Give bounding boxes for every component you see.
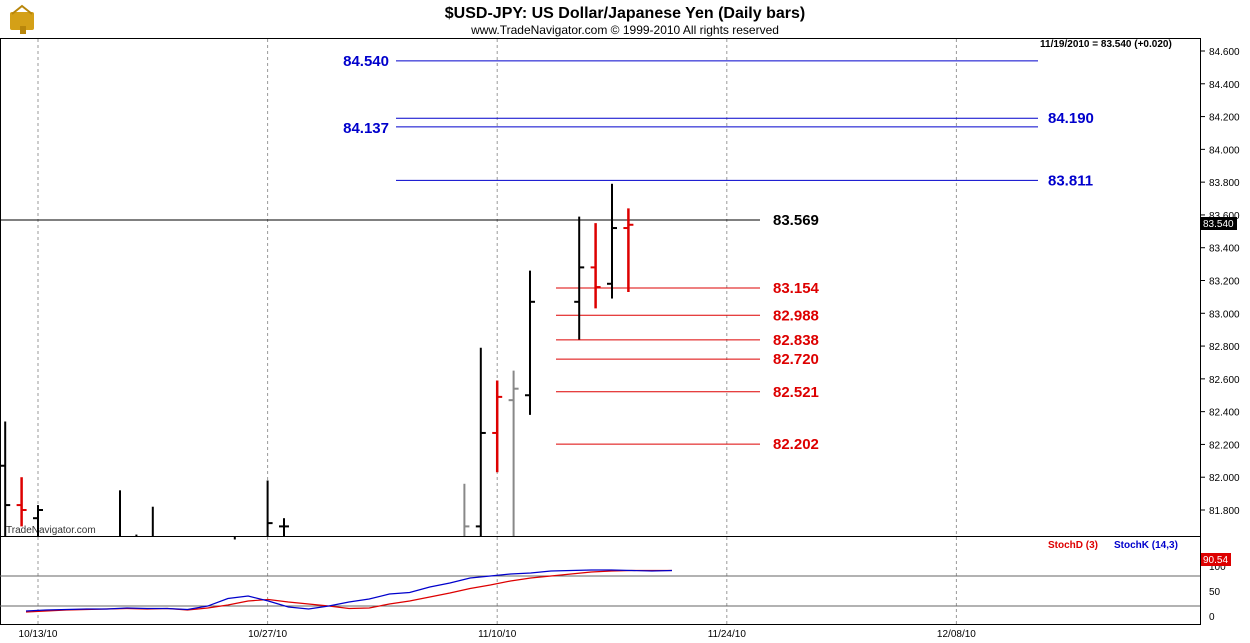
stoch-panel-frame xyxy=(0,536,1201,625)
level-label: 84.190 xyxy=(1048,110,1094,127)
ohlc-bar xyxy=(623,208,634,292)
level-label: 82.521 xyxy=(773,384,819,401)
x-tick-label: 10/13/10 xyxy=(19,629,58,640)
ohlc-bar xyxy=(463,483,470,536)
ohlc-bar xyxy=(508,370,519,536)
level-label: 82.720 xyxy=(773,351,819,368)
x-tick-label: 11/10/10 xyxy=(478,629,517,640)
level-label: 82.988 xyxy=(773,307,819,324)
chart-subtitle: www.TradeNavigator.com © 1999-2010 All r… xyxy=(470,23,779,37)
level-label: 82.838 xyxy=(773,332,819,349)
stoch-current-tag: 90.54 xyxy=(1201,553,1231,566)
y-tick-label: 83.400 xyxy=(1209,244,1240,255)
y-tick-label: 82.400 xyxy=(1209,408,1240,419)
watermark: TradeNavigator.com xyxy=(6,525,96,536)
y-tick-label: 84.400 xyxy=(1209,80,1240,91)
ohlc-bar xyxy=(16,477,27,527)
price-y-axis: 84.600 84.400 84.200 84.000 83.800 83.600 83.4… xyxy=(1200,47,1240,517)
x-tick-label: 12/08/10 xyxy=(937,629,976,640)
levels-layer: 84.540 84.190 84.137 83.811 83.569 83.154 82.9… xyxy=(0,53,1094,453)
level-label: 83.569 xyxy=(773,212,819,229)
stoch-current-value: 90.54 xyxy=(1203,555,1228,566)
ohlc-bar xyxy=(475,347,486,536)
y-tick-label: 84.200 xyxy=(1209,113,1240,124)
stochastic-panel: 100 50 0 xyxy=(0,562,1226,623)
x-tick-label: 10/27/10 xyxy=(248,629,287,640)
y-tick-label: 81.800 xyxy=(1209,506,1240,517)
ohlc-bar xyxy=(525,270,535,415)
y-tick-label: 84.600 xyxy=(1209,47,1240,58)
ohlc-bar xyxy=(492,380,503,473)
level-label: 84.540 xyxy=(343,53,389,70)
level-label: 83.154 xyxy=(773,280,820,297)
level-label: 83.811 xyxy=(1048,172,1093,189)
current-price-value: 83.540 xyxy=(1203,219,1234,230)
status-readout: 11/19/2010 = 83.540 (+0.020) xyxy=(1040,39,1172,50)
ohlc-bar xyxy=(590,223,601,309)
y-tick-label: 83.200 xyxy=(1209,277,1240,288)
y-tick-label: 82.000 xyxy=(1209,473,1240,484)
y-tick-label: 83.600 xyxy=(1209,211,1240,222)
legend-stoch-k: StochK (14,3) xyxy=(1114,540,1178,551)
y-tick-label: 83.000 xyxy=(1209,309,1240,320)
legend-stoch-d: StochD (3) xyxy=(1048,540,1098,551)
stoch-series-line xyxy=(25,569,673,612)
ohlc-bar xyxy=(574,216,585,340)
ohlc-bar xyxy=(0,421,11,536)
level-label: 82.202 xyxy=(773,436,819,453)
ohlc-bar xyxy=(279,518,289,536)
y-tick-label: 83.800 xyxy=(1209,178,1240,189)
date-x-axis: 10/13/10 10/27/10 11/10/10 11/24/10 12/08/10 xyxy=(19,629,977,640)
chart-title: $USD-JPY: US Dollar/Japanese Yen (Daily … xyxy=(445,5,805,22)
ohlc-bar xyxy=(33,505,43,536)
ohlc-bar xyxy=(266,480,273,536)
ohlc-bar xyxy=(607,183,617,299)
y-tick-label: 82.600 xyxy=(1209,375,1240,386)
stoch-y-tick-label: 50 xyxy=(1209,587,1221,598)
y-tick-label: 84.000 xyxy=(1209,145,1240,156)
y-tick-label: 82.200 xyxy=(1209,440,1240,451)
ohlc-bars xyxy=(0,183,634,540)
y-tick-label: 82.800 xyxy=(1209,342,1240,353)
x-tick-label: 11/24/10 xyxy=(708,629,747,640)
current-price-tag: 83.540 xyxy=(1201,217,1237,230)
stoch-y-tick-label: 100 xyxy=(1209,562,1226,573)
logo-icon xyxy=(10,4,34,34)
stoch-y-tick-label: 0 xyxy=(1209,612,1215,623)
level-label: 84.137 xyxy=(343,120,389,137)
